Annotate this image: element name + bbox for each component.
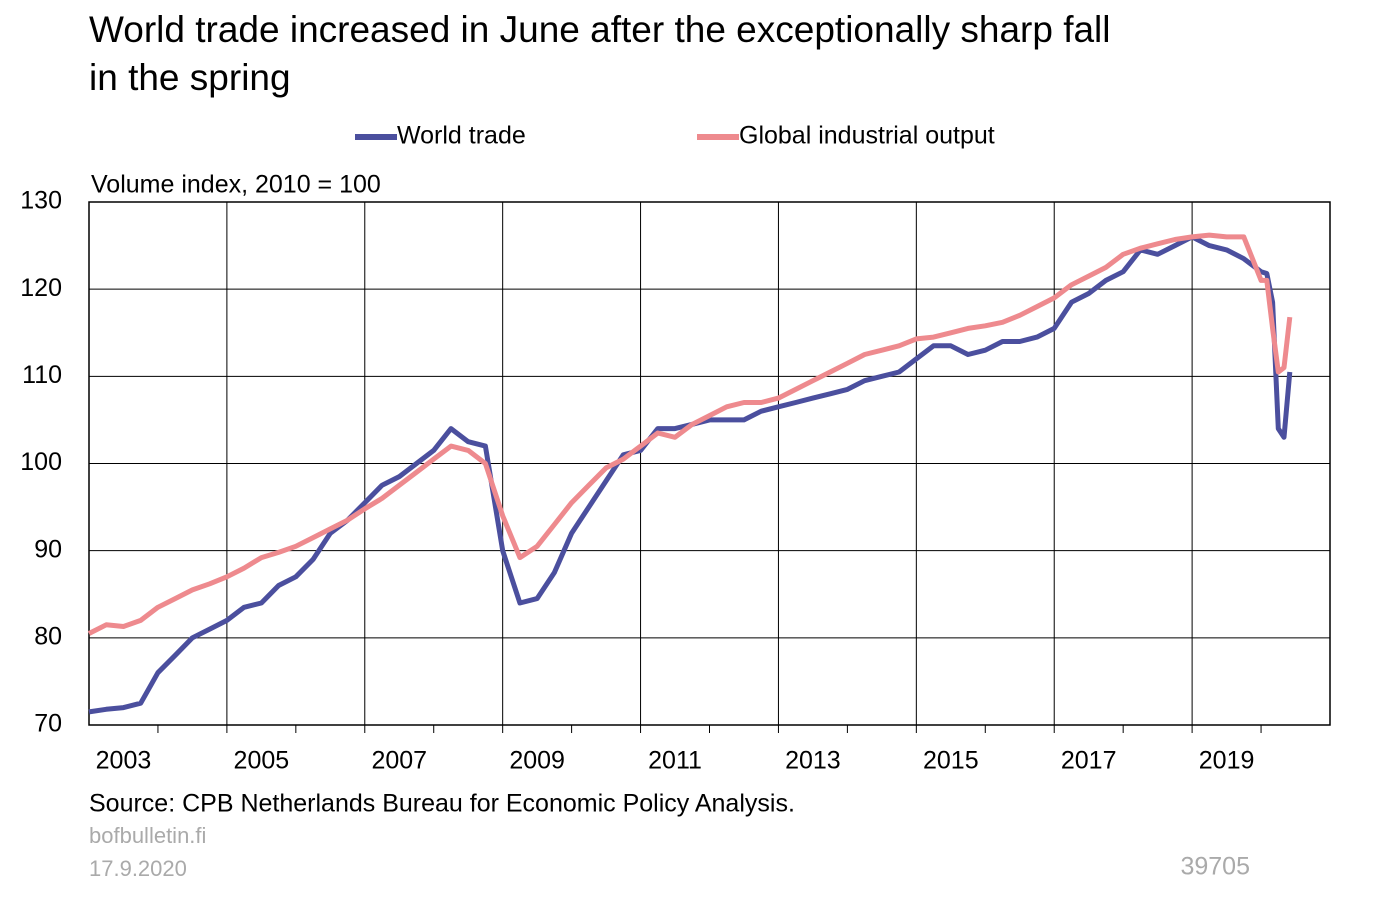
site: bofbulletin.fi [89, 823, 206, 848]
y-tick-label: 130 [20, 187, 62, 215]
code: 39705 [1180, 853, 1250, 881]
y-tick-label: 80 [34, 622, 62, 650]
x-tick-label: 2007 [371, 747, 427, 775]
y-axis-label: Volume index, 2010 = 100 [91, 171, 381, 199]
plot-frame [88, 201, 1331, 726]
x-tick-label: 2009 [509, 747, 565, 775]
x-tick-label: 2005 [234, 747, 290, 775]
x-tick-label: 2011 [648, 747, 702, 775]
x-tick-label: 2017 [1061, 747, 1117, 775]
x-tick-label: 2013 [785, 747, 841, 775]
x-tick-label: 2019 [1199, 747, 1255, 775]
x-tick-label: 2003 [96, 747, 152, 775]
series-line [87, 232, 1293, 636]
y-tick-label: 70 [34, 710, 62, 738]
chart-title: World trade increased in June after the … [89, 9, 1111, 98]
legend-label: Global industrial output [739, 122, 995, 150]
date: 17.9.2020 [89, 856, 187, 881]
x-tick-label: 2015 [923, 747, 979, 775]
y-tick-label: 100 [20, 448, 62, 476]
y-tick-label: 90 [34, 535, 62, 563]
series-line [88, 234, 1293, 715]
y-tick-label: 120 [20, 274, 62, 302]
y-tick-label: 110 [22, 361, 62, 389]
source: Source: CPB Netherlands Bureau for Econo… [89, 790, 795, 818]
legend-label: World trade [397, 122, 526, 150]
